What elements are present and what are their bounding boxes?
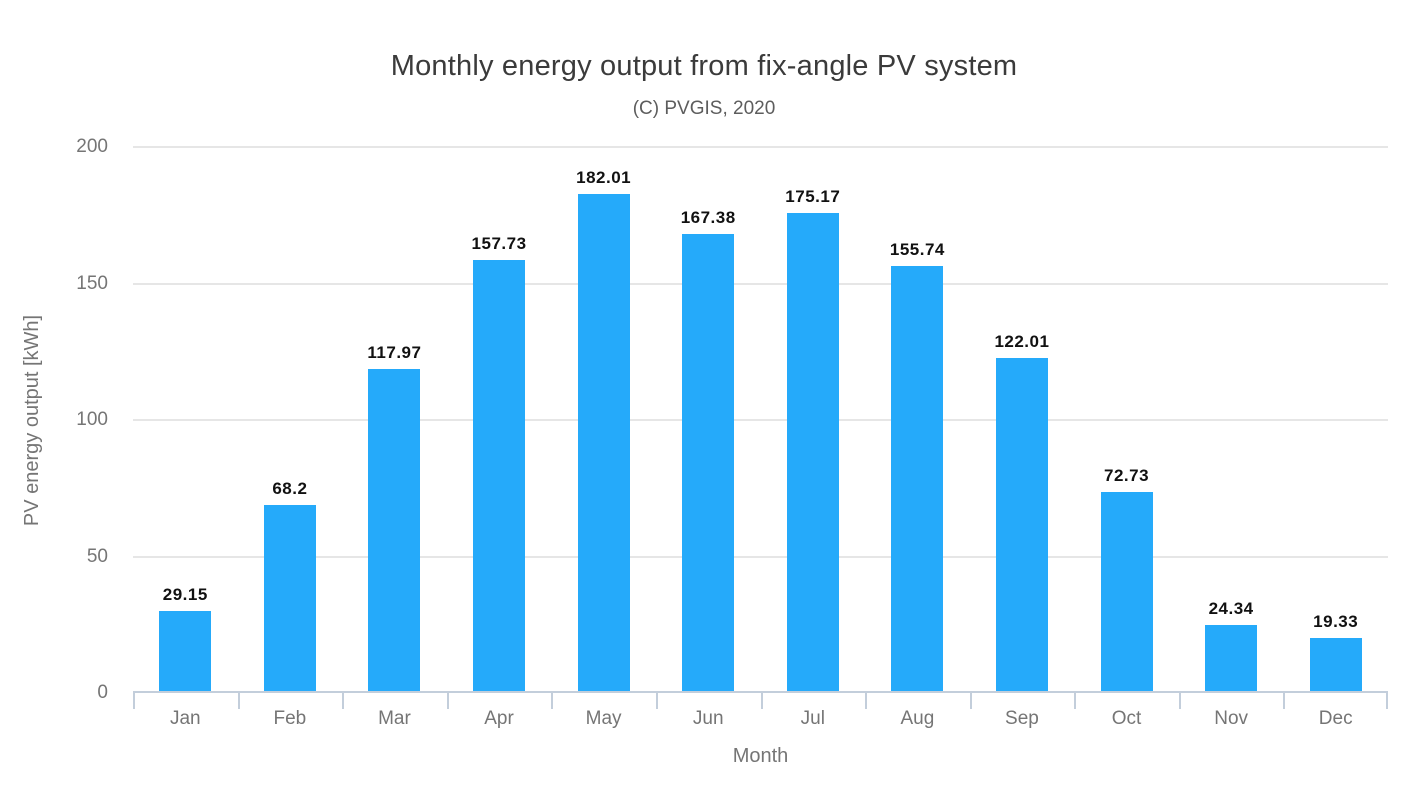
- x-tick-label-jul: Jul: [800, 708, 825, 729]
- x-axis-tick: [656, 691, 658, 709]
- value-label-oct: 72.73: [1104, 466, 1150, 486]
- value-label-sep: 122.01: [994, 331, 1050, 351]
- bar-jul[interactable]: [786, 212, 839, 691]
- x-tick-label-jun: Jun: [692, 708, 724, 729]
- x-axis-tick: [342, 691, 344, 709]
- x-axis-tick: [551, 691, 553, 709]
- x-tick-label-may: May: [585, 708, 622, 729]
- bar-nov[interactable]: [1205, 624, 1258, 691]
- bar-apr[interactable]: [473, 260, 526, 691]
- x-axis-tick: [1179, 691, 1181, 709]
- x-tick-label-aug: Aug: [900, 708, 935, 729]
- x-axis-tick: [1386, 691, 1388, 709]
- bar-dec[interactable]: [1309, 638, 1362, 691]
- x-tick-label-oct: Oct: [1111, 708, 1142, 729]
- bar-mar[interactable]: [368, 368, 421, 691]
- value-label-apr: 157.73: [471, 234, 527, 254]
- bar-jan[interactable]: [159, 611, 212, 691]
- bar-aug[interactable]: [891, 265, 944, 691]
- bar-oct[interactable]: [1100, 492, 1153, 691]
- x-axis-tick: [970, 691, 972, 709]
- x-tick-label-nov: Nov: [1214, 708, 1249, 729]
- y-tick-label-0: 0: [97, 682, 108, 703]
- gridline-150: [133, 282, 1388, 285]
- gridline-50: [133, 555, 1388, 558]
- y-tick-label-200: 200: [76, 136, 108, 157]
- bar-jun[interactable]: [682, 234, 735, 691]
- x-tick-label-feb: Feb: [273, 708, 307, 729]
- plot-area: 29.15 Jan 68.2 Feb 117.97 Mar 157.73 Apr 182.01 M…: [133, 146, 1388, 729]
- bar-may[interactable]: [577, 194, 630, 691]
- value-label-feb: 68.2: [272, 478, 308, 498]
- gridline-100: [133, 419, 1388, 421]
- chart-subtitle: (C) PVGIS, 2020: [632, 98, 776, 119]
- x-tick-label-sep: Sep: [1005, 708, 1039, 729]
- x-axis-tick: [761, 691, 763, 709]
- bar-sep[interactable]: [995, 357, 1048, 691]
- value-label-jan: 29.15: [162, 585, 208, 605]
- value-label-aug: 155.74: [889, 239, 945, 259]
- value-label-nov: 24.34: [1208, 598, 1254, 618]
- x-tick-label-jan: Jan: [169, 708, 201, 729]
- value-label-dec: 19.33: [1313, 612, 1359, 632]
- value-label-mar: 117.97: [367, 342, 422, 362]
- value-label-jun: 167.38: [680, 208, 736, 228]
- y-tick-label-100: 100: [76, 409, 108, 430]
- x-axis-tick: [865, 691, 867, 709]
- x-axis-tick: [1283, 691, 1285, 709]
- x-axis-tick: [133, 691, 135, 709]
- x-axis-tick: [447, 691, 449, 709]
- x-axis-title: Month: [732, 745, 789, 767]
- value-label-may: 182.01: [576, 168, 632, 188]
- bar-feb[interactable]: [263, 504, 316, 691]
- x-tick-label-apr: Apr: [484, 708, 514, 729]
- x-tick-label-mar: Mar: [378, 708, 411, 729]
- chart-title: Monthly energy output from fix-angle PV …: [390, 50, 1018, 82]
- x-axis-tick: [238, 691, 240, 709]
- y-tick-label-50: 50: [86, 545, 108, 567]
- x-tick-label-dec: Dec: [1318, 708, 1353, 729]
- y-tick-label-150: 150: [76, 272, 108, 294]
- gridline-200: [133, 146, 1388, 148]
- x-axis-tick: [1074, 691, 1076, 709]
- x-axis-line: [133, 691, 1388, 693]
- value-label-jul: 175.17: [785, 186, 841, 206]
